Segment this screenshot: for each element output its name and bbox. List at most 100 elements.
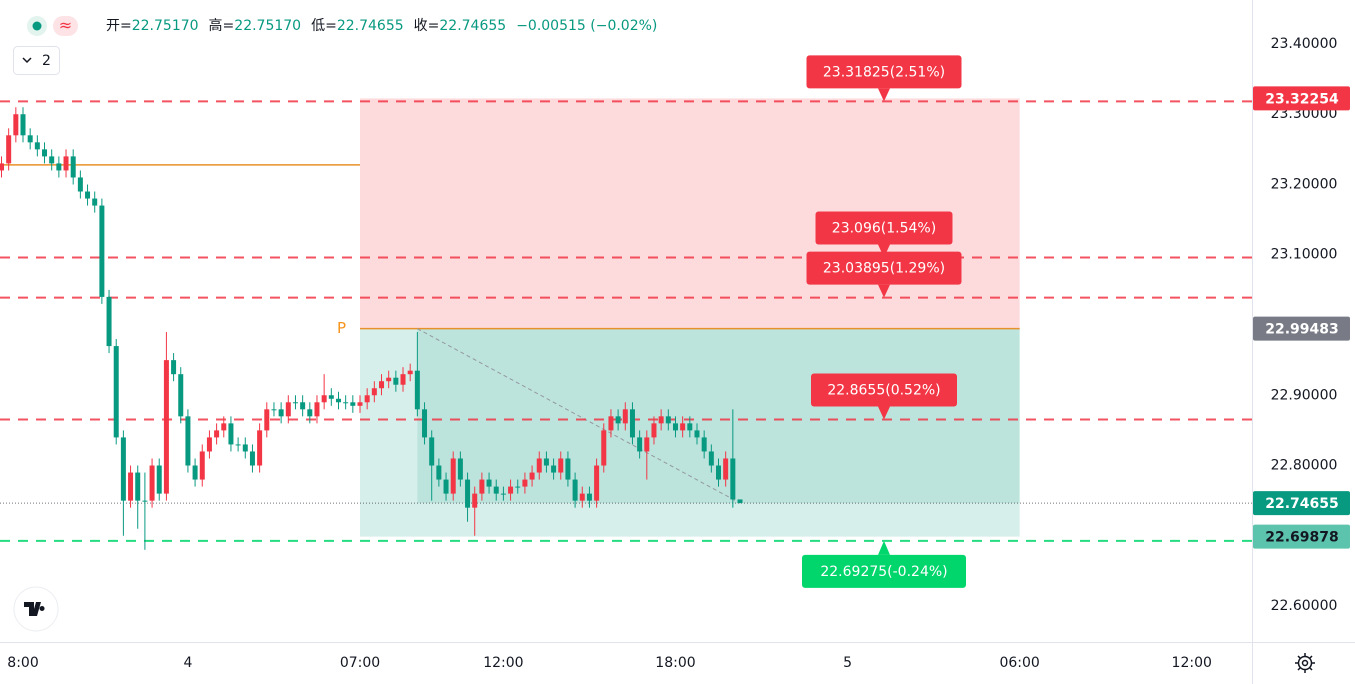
candle-body (472, 493, 478, 508)
candle-body (651, 423, 657, 438)
logo (24, 602, 45, 616)
target-price-label: 23.32254 (1265, 91, 1339, 107)
y-tick-label: 22.80000 (1271, 458, 1338, 474)
candle-body (665, 416, 671, 424)
status-dot (32, 21, 42, 31)
stop-price-label-box (1253, 524, 1350, 549)
x-tick-label: 4 (183, 655, 192, 671)
candle-body (608, 416, 614, 431)
x-tick-label: 8:00 (7, 655, 38, 671)
collapse-button[interactable] (13, 46, 60, 75)
candle-body (128, 472, 134, 501)
candle-body (221, 423, 227, 431)
candle-body (307, 409, 313, 417)
candle-body (149, 465, 155, 501)
candle-body (579, 493, 585, 501)
candle-body (680, 423, 686, 431)
candle-body (615, 416, 621, 424)
ohlc-legend: 开=22.75170 高=22.75170 低=22.74655 收=22.74655… (106, 17, 657, 34)
candle-body (493, 486, 499, 494)
candle-body (500, 493, 506, 495)
candle-body (508, 486, 514, 494)
candle-body (257, 430, 263, 466)
level-label-box (811, 373, 957, 407)
candle-body (56, 163, 62, 171)
candle-body (716, 465, 721, 480)
entry-marker: P (337, 319, 346, 337)
level-label: 22.8655(0.52%) (827, 382, 940, 398)
candle-body (178, 374, 184, 417)
candle-body (486, 479, 492, 487)
candle-body (206, 437, 212, 452)
candle-body (163, 360, 169, 494)
candle-body (407, 370, 413, 375)
candle-body (694, 430, 700, 438)
candle-body (49, 156, 55, 164)
candle-body (393, 377, 399, 385)
candle-body (85, 191, 91, 199)
x-tick-label: 12:00 (483, 655, 523, 671)
entry-price-label: 22.99483 (1265, 322, 1339, 338)
settings-icon[interactable] (1295, 653, 1315, 673)
candle-body (135, 472, 141, 501)
x-tick-label: 07:00 (340, 655, 380, 671)
candle-body (34, 142, 40, 150)
candle-body (20, 114, 26, 136)
candle-body (687, 423, 693, 431)
level-label-box (815, 211, 953, 245)
legend-change: −0.00515 (−0.02%) (516, 18, 657, 34)
level-label: 22.69275(-0.24%) (820, 564, 947, 580)
candle-body (701, 437, 707, 452)
candle-body (0, 163, 4, 171)
candle-body (400, 374, 406, 385)
alert-icon: ≈ (59, 16, 72, 35)
candle-body (730, 458, 736, 500)
candle-body (292, 402, 298, 404)
legend-label: 开= (106, 18, 132, 34)
candle-body (156, 465, 162, 494)
candle-body (536, 458, 542, 473)
y-tick-label: 23.10000 (1271, 247, 1338, 263)
candle-body (285, 402, 291, 417)
candle-body (300, 402, 306, 410)
candle-body (242, 444, 248, 452)
candle-body (551, 465, 557, 473)
legend-value: 22.75170 (132, 18, 199, 34)
label-pointer (878, 284, 890, 298)
candle-body (192, 465, 198, 480)
candle-body (594, 465, 600, 501)
candle-body (379, 381, 385, 389)
candle-body (357, 402, 363, 406)
candle-body (92, 198, 98, 206)
level-label-box (806, 251, 962, 285)
level-label: 23.096(1.54%) (832, 221, 936, 237)
stop-price-label: 22.69878 (1265, 530, 1339, 546)
candle-body (737, 499, 743, 504)
legend-value: 22.74655 (337, 18, 404, 34)
candle-body (529, 472, 535, 480)
candle-body (622, 409, 628, 424)
candle-body (515, 486, 521, 488)
legend-value: 22.75170 (234, 18, 301, 34)
trend-line (417, 328, 741, 504)
candle-body (335, 398, 341, 403)
candle-body (264, 409, 270, 431)
candle-body (429, 437, 435, 466)
y-tick-label: 23.40000 (1271, 36, 1338, 52)
label-pointer (878, 540, 890, 555)
entry-price-label-box (1253, 316, 1350, 341)
candle-body (672, 423, 678, 431)
x-tick-label: 18:00 (655, 655, 695, 671)
candle-body (450, 458, 456, 494)
candle-body (99, 205, 105, 297)
label-pointer (878, 406, 890, 420)
candle-body (70, 156, 76, 178)
alert-badge (53, 16, 78, 36)
candle-body (723, 458, 729, 480)
chevron-icon (22, 57, 32, 64)
candle-body (565, 458, 571, 480)
x-tick-label: 5 (843, 655, 852, 671)
candle-body (314, 402, 320, 417)
y-tick-label: 22.60000 (1271, 598, 1338, 614)
